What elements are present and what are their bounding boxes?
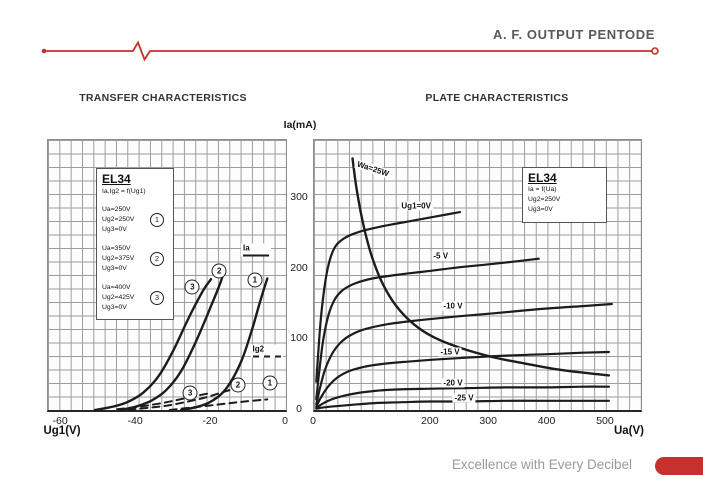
transfer-legend-box: EL34 Ia,Ig2 = f(Ug1) Ua=250V Ug2=250V Ug3=… [96,168,174,320]
legend-line: Ug3=0V [528,206,553,213]
plate-section-title: PLATE CHARACTERISTICS [425,92,569,104]
y-tick-100: 100 [290,332,308,345]
plate-x-tick-300: 300 [479,415,497,427]
curve-ia-curve-3-ua-400v [93,278,213,412]
transfer-curves [93,273,269,412]
transfer-x-axis-title: Ug1(V) [43,425,81,437]
legend-subtitle: Ia,Ig2 = f(Ug1) [102,188,146,195]
curve-ug1-25v [315,399,610,410]
plate-curves [315,157,613,410]
legend-line: Ug3=0V [102,304,127,311]
transfer-chart: 1 2 3 3 2 1 Ia Ig2 EL34 Ia,Ig2 = f(Ug1) Ua=250V… [43,139,288,439]
curve-ug1-0v [315,211,462,383]
y-axis-gutter: 0 100 200 300 [285,139,313,415]
legend-groups: Ua=250V Ug2=250V Ug3=0V 1 Ua=350V Ug2=375V Ug3… [102,205,168,313]
curve-ug1-20v [315,385,610,409]
legend-lines: Ia = f(Ua) Ug2=250V Ug3=0V [528,185,601,215]
curve-ia-curve-2-ua-350v [119,273,225,412]
legend-line: Ug3=0V [102,226,127,233]
legend-line: Ug3=0V [102,265,127,272]
curve-label-2: 2 [211,263,227,279]
plate-x-tick-500: 500 [596,415,614,427]
transfer-section-title: TRANSFER CHARACTERISTICS [79,92,247,104]
y-axis-title: Ia(mA) [283,119,317,131]
plate-x-axis-title: Ua(V) [613,425,645,437]
legend-line: Ua=400V [102,284,131,291]
curve-label-15-v: -15 V [438,347,462,357]
curve-label-3: 3 [184,279,200,295]
curve-label-25-v: -25 V [452,393,476,403]
legend-group-1: Ua=250V Ug2=250V Ug3=0V 1 [102,205,168,235]
curve-label-1: 1 [262,375,278,391]
plate-chart: Wa=25W Ug1=0V -5 V -10 V -15 V -20 V -25 V EL3… [310,139,644,439]
plate-plot-area: Wa=25W Ug1=0V -5 V -10 V -15 V -20 V -25 V [313,139,642,412]
pulse-line-decoration [41,40,659,62]
curve-label-2: 2 [230,377,246,393]
legend-group-number-3: 3 [150,291,164,305]
curve-label-ig2: Ig2 [250,344,283,358]
transfer-x-tick--20: -20 [202,415,218,427]
legend-group-number-1: 1 [150,213,164,227]
transfer-x-tick--40: -40 [127,415,143,427]
footer-tagline: Excellence with Every Decibel [451,457,632,472]
plate-x-tick-400: 400 [537,415,556,427]
plate-x-tick-200: 200 [421,415,439,427]
y-tick-0: 0 [296,403,302,415]
plate-legend-box: EL34 Ia = f(Ua) Ug2=250V Ug3=0V [522,167,607,223]
legend-line: Ua=350V [102,245,131,252]
curve-ug1-15v [315,350,610,408]
legend-line: Ug2=425V [102,294,135,301]
curve-label-20-v: -20 V [441,378,465,388]
plate-x-tick-0: 0 [310,415,316,427]
legend-line: Ua=250V [102,206,131,213]
transfer-x-tick-0: 0 [282,415,288,427]
legend-line: Ug2=375V [102,255,135,262]
legend-group-2: Ua=350V Ug2=375V Ug3=0V 2 [102,244,168,274]
curve-ug1-5v [315,257,540,401]
legend-line: Ia = f(Ua) [528,186,557,193]
curve-label-ug1-0v: Ug1=0V [399,201,433,211]
curve-ig2-curve-1 [168,398,269,411]
curve-label-3: 3 [182,385,198,401]
page-title: A. F. OUTPUT PENTODE [493,27,655,42]
legend-group-3: Ua=400V Ug2=425V Ug3=0V 3 [102,283,168,313]
legend-line: Ug2=250V [528,196,561,203]
curve-wa-25w-limit [351,157,611,377]
curve-label-ia: Ia [241,243,272,257]
footer-red-pill-decoration [655,457,703,475]
curve-label-1: 1 [247,272,263,288]
curve-label-5-v: -5 V [431,251,451,261]
legend-title: EL34 [528,171,557,185]
curve-ig2-curve-2 [127,387,235,411]
y-tick-300: 300 [290,190,308,203]
y-tick-200: 200 [290,261,308,274]
legend-title: EL34 [102,172,131,186]
legend-group-number-2: 2 [150,252,164,266]
legend-line: Ug2=250V [102,216,135,223]
curve-ug1-10v [315,302,613,406]
curve-label-10-v: -10 V [441,301,465,311]
transfer-x-tick--60: -60 [52,415,68,427]
